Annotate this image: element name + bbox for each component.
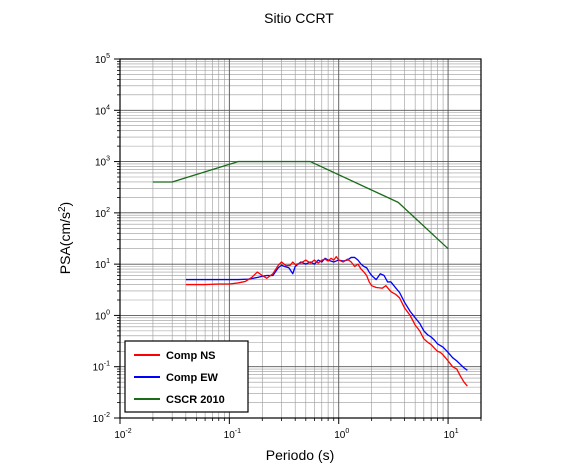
series-layer <box>152 160 468 387</box>
legend-label: Comp NS <box>166 350 216 362</box>
y-tick-label: 102 <box>95 207 110 220</box>
y-tick-label: 10-1 <box>93 361 110 374</box>
series-line-cscr-2010 <box>152 160 449 250</box>
y-tick-label: 104 <box>95 104 110 117</box>
plot-frame <box>119 58 482 419</box>
series-line-comp-ns <box>185 255 468 387</box>
x-axis-label: Periodo (s) <box>266 447 334 463</box>
y-tick-label: 103 <box>95 156 110 169</box>
x-tick-labels: 10-2 10-1 100 101 <box>114 428 458 441</box>
chart-title: Sitio CCRT <box>264 10 334 26</box>
legend-label: Comp EW <box>166 372 219 384</box>
x-tick-label: 10-1 <box>224 428 241 441</box>
x-tick-label: 10-2 <box>114 428 131 441</box>
y-tick-labels: 10-2 10-1 100 101 102 103 104 105 <box>93 53 110 425</box>
x-tick-label: 101 <box>444 428 459 441</box>
y-tick-label: 100 <box>95 309 110 322</box>
y-tick-label: 10-2 <box>93 412 110 425</box>
x-tick-label: 100 <box>334 428 349 441</box>
series-line-comp-ew <box>185 256 468 371</box>
legend-label: CSCR 2010 <box>166 394 225 406</box>
y-axis-label: PSA(cm/s2) <box>57 202 73 274</box>
y-tick-label: 105 <box>95 53 110 66</box>
legend: Comp NS Comp EW CSCR 2010 <box>124 340 249 413</box>
y-tick-label: 101 <box>95 258 110 271</box>
